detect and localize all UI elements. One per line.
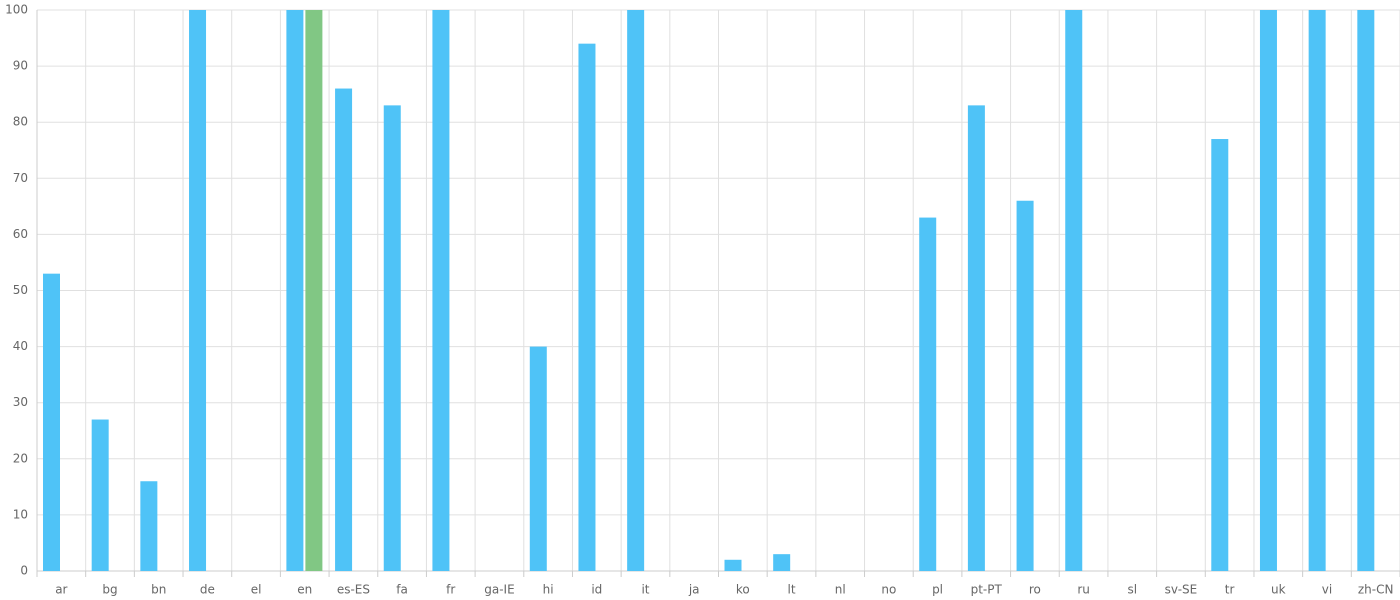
x-tick-label: pt-PT: [971, 583, 1003, 597]
x-tick-label: nl: [835, 583, 846, 597]
y-tick-label: 100: [5, 3, 28, 17]
y-tick-label: 80: [13, 115, 28, 129]
bar: [43, 273, 60, 571]
bar: [578, 43, 596, 572]
x-tick-label: sv-SE: [1165, 583, 1198, 597]
y-tick-label: 30: [13, 395, 28, 409]
x-tick-label: bg: [102, 583, 117, 597]
bar: [189, 10, 207, 571]
bar: [529, 346, 547, 571]
bar: [1259, 10, 1277, 571]
bar: [305, 10, 323, 571]
bar: [335, 88, 353, 571]
x-tick-label: no: [881, 583, 896, 597]
x-tick-label: fr: [446, 583, 455, 597]
x-tick-label: ko: [736, 583, 750, 597]
x-tick-label: uk: [1271, 583, 1286, 597]
y-tick-label: 90: [13, 59, 28, 73]
y-tick-label: 10: [13, 507, 28, 521]
x-tick-label: el: [251, 583, 262, 597]
y-tick-label: 0: [20, 564, 28, 578]
x-tick-label: vi: [1322, 583, 1332, 597]
x-tick-label: sl: [1127, 583, 1137, 597]
x-tick-label: hi: [543, 583, 554, 597]
x-tick-label: fa: [396, 583, 408, 597]
x-tick-label: tr: [1225, 583, 1235, 597]
bar: [1065, 10, 1083, 571]
x-tick-label: de: [200, 583, 215, 597]
bar: [91, 419, 109, 571]
x-tick-label: es-ES: [337, 583, 370, 597]
x-tick-label: ar: [55, 583, 67, 597]
y-tick-label: 70: [13, 171, 28, 185]
bar: [1357, 10, 1375, 571]
x-tick-label: ja: [688, 583, 700, 597]
y-tick-label: 40: [13, 339, 28, 353]
bar: [773, 554, 791, 571]
bar: [383, 105, 401, 572]
bar: [967, 105, 985, 572]
x-tick-label: en: [297, 583, 312, 597]
bar: [1211, 139, 1229, 571]
bar: [140, 481, 158, 571]
x-tick-label: it: [641, 583, 649, 597]
bar: [627, 10, 645, 571]
bar: [1016, 200, 1034, 572]
bar: [1308, 10, 1326, 571]
x-tick-label: ru: [1077, 583, 1090, 597]
x-tick-label: id: [591, 583, 602, 597]
y-tick-label: 50: [13, 283, 28, 297]
bar: [432, 10, 450, 571]
bar: [286, 10, 304, 571]
x-tick-label: pl: [932, 583, 943, 597]
x-tick-label: lt: [787, 583, 795, 597]
y-tick-label: 20: [13, 451, 28, 465]
x-tick-label: ro: [1029, 583, 1041, 597]
bar: [919, 217, 937, 571]
x-tick-label: ga-IE: [484, 583, 514, 597]
x-tick-label: zh-CN: [1358, 583, 1394, 597]
bar: [724, 559, 742, 571]
x-tick-label: bn: [151, 583, 166, 597]
y-tick-label: 60: [13, 227, 28, 241]
